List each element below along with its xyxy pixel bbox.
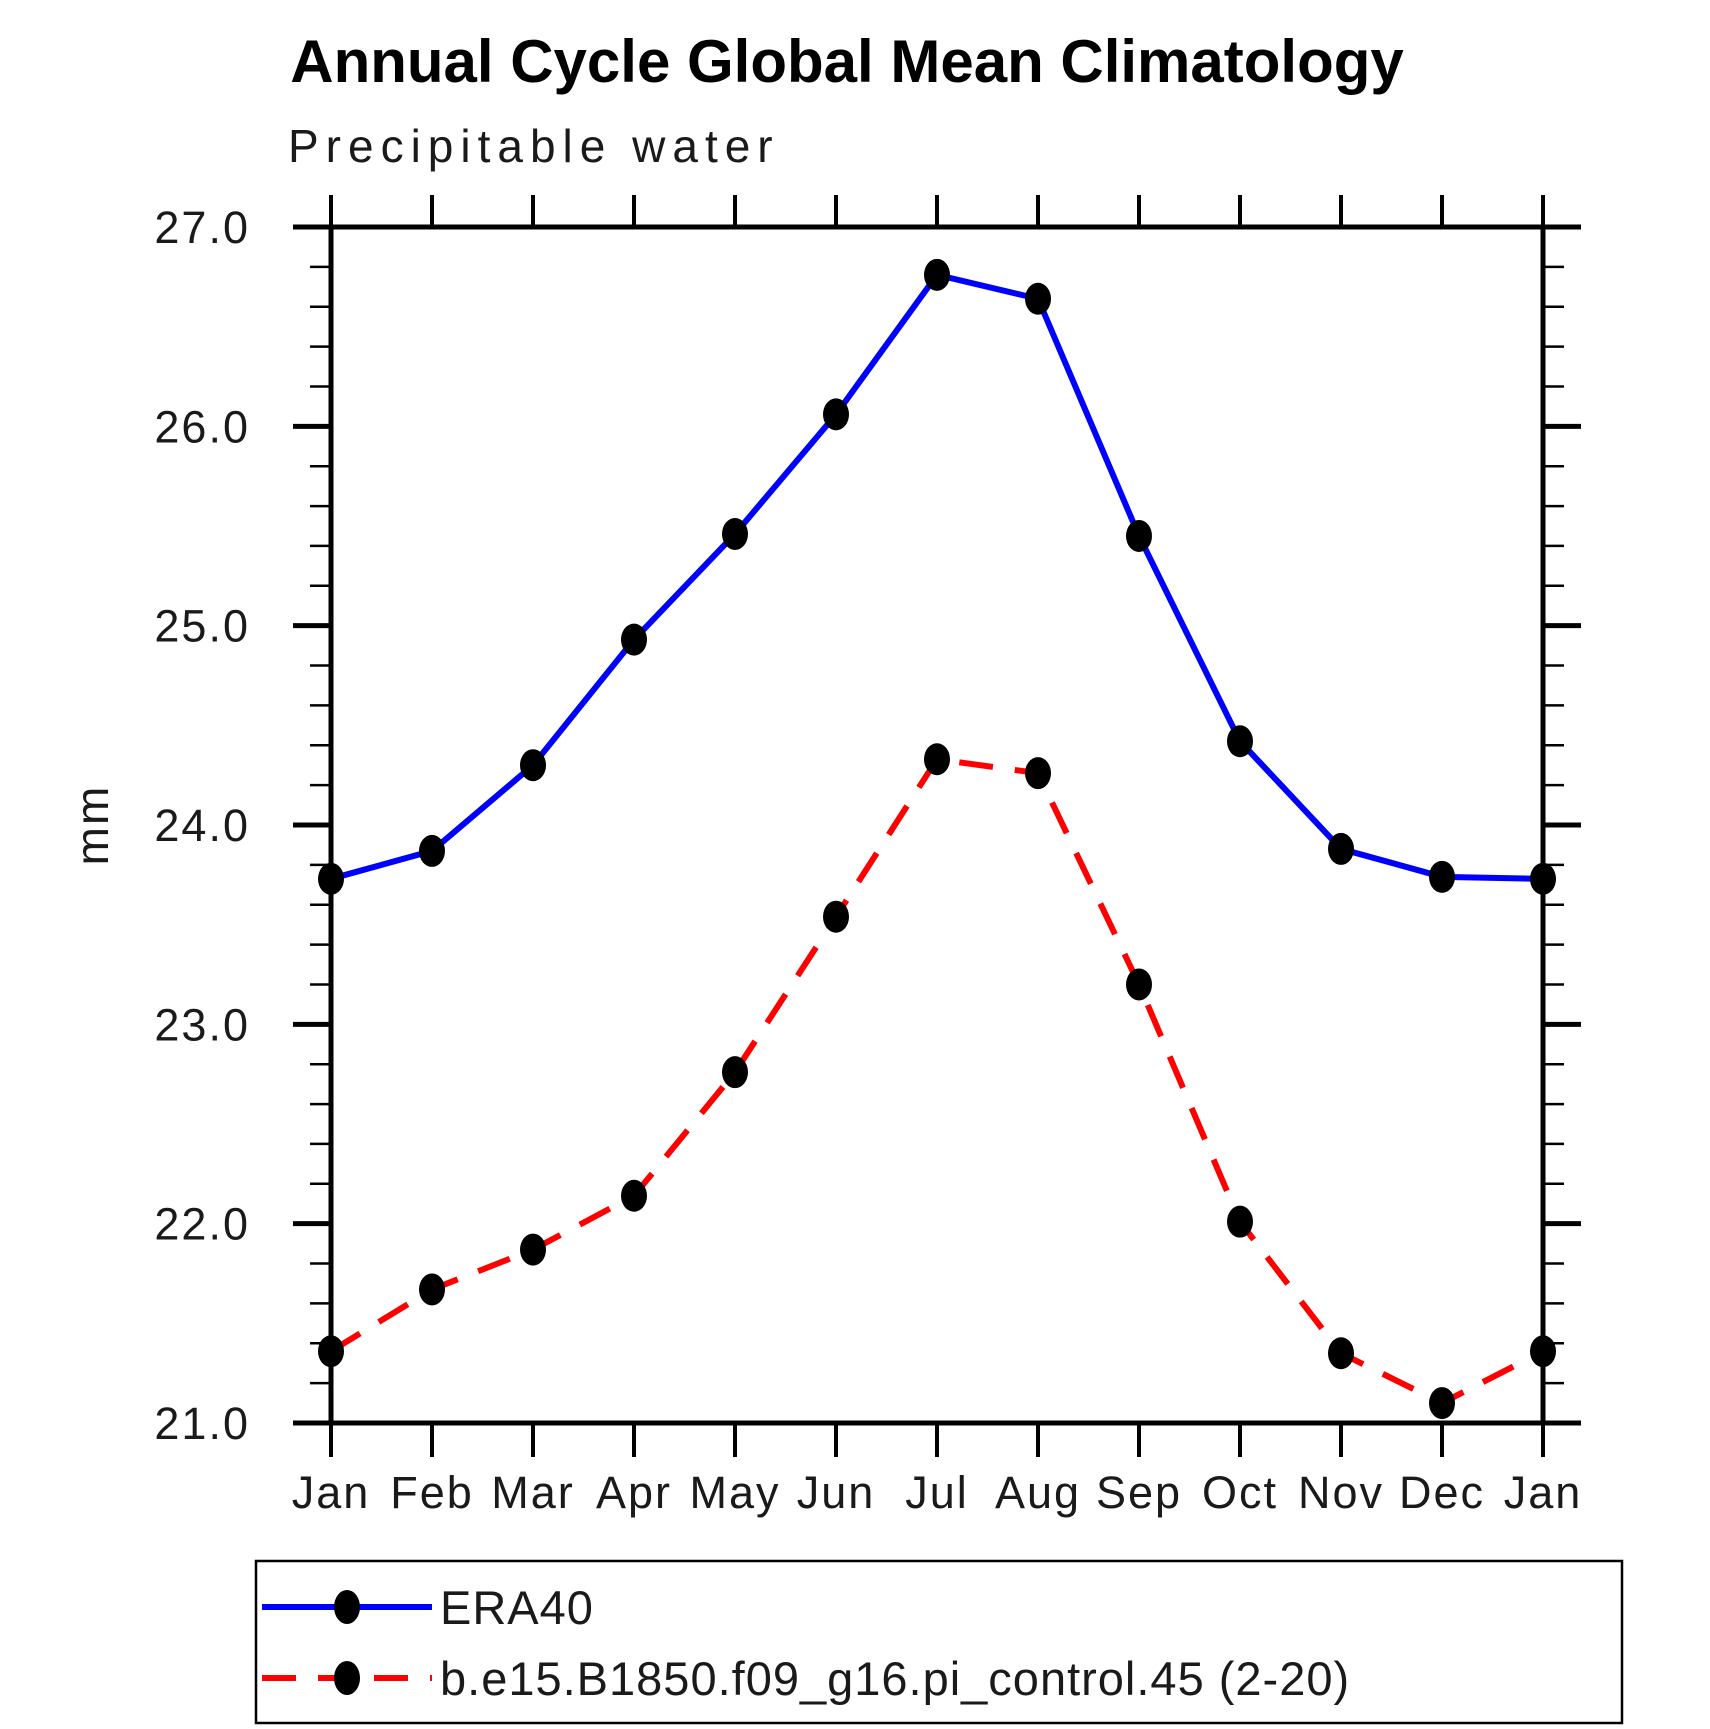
legend-label: ERA40 — [440, 1581, 594, 1634]
data-point-marker — [621, 1179, 647, 1212]
x-tick-labels: Jan Feb Mar Apr May Jun Jul Aug Sep Oct Nov Dec Jan — [292, 1467, 1583, 1518]
x-tick-label: Apr — [596, 1467, 672, 1518]
x-tick-label: Mar — [491, 1467, 575, 1518]
data-point-marker — [1328, 832, 1354, 865]
data-point-marker — [722, 517, 748, 550]
data-point-marker — [924, 743, 950, 776]
y-tick-label: 23.0 — [154, 999, 250, 1050]
x-tick-label: May — [689, 1467, 780, 1518]
x-tick-label: Jul — [905, 1467, 969, 1518]
axes — [293, 195, 1581, 1457]
x-tick-label: Nov — [1298, 1467, 1384, 1518]
data-point-marker — [419, 834, 445, 867]
data-point-marker — [419, 1273, 445, 1306]
data-point-marker — [1227, 725, 1253, 758]
chart-subtitle: Precipitable water — [288, 120, 780, 172]
chart-title: Annual Cycle Global Mean Climatology — [290, 28, 1404, 95]
series-layer — [318, 258, 1556, 1420]
data-point-marker — [1126, 519, 1152, 552]
data-point-marker — [318, 862, 344, 895]
legend-box — [254, 1559, 1624, 1725]
y-tick-label: 27.0 — [154, 202, 250, 253]
data-point-marker — [1025, 757, 1051, 790]
legend-marker — [334, 1661, 360, 1695]
x-tick-label: Feb — [390, 1467, 474, 1518]
x-tick-label: Oct — [1202, 1467, 1278, 1518]
data-point-marker — [722, 1056, 748, 1089]
y-axis-title: mm — [66, 785, 118, 866]
y-tick-label: 24.0 — [154, 800, 250, 851]
x-tick-label: Dec — [1399, 1467, 1485, 1518]
data-point-marker — [520, 1233, 546, 1266]
legend-label: b.e15.B1850.f09_g16.pi_control.45 (2-20) — [440, 1652, 1350, 1705]
data-point-marker — [1429, 1387, 1455, 1420]
x-tick-label: Aug — [995, 1467, 1081, 1518]
y-tick-label: 25.0 — [154, 601, 250, 652]
x-tick-label: Sep — [1096, 1467, 1182, 1518]
legend: ERA40 b.e15.B1850.f09_g16.pi_control.45 (… — [254, 1559, 1624, 1725]
data-point-marker — [1126, 968, 1152, 1001]
legend-marker — [334, 1590, 360, 1624]
data-point-marker — [1429, 860, 1455, 893]
data-point-marker — [520, 749, 546, 782]
data-point-marker — [823, 900, 849, 933]
y-tick-labels: 21.0 22.0 23.0 24.0 25.0 26.0 27.0 — [154, 202, 250, 1449]
data-point-marker — [621, 623, 647, 656]
x-tick-label: Jan — [1504, 1467, 1583, 1518]
data-point-marker — [823, 398, 849, 431]
series-line — [330, 271, 1544, 882]
data-point-marker — [1025, 282, 1051, 315]
y-tick-label: 21.0 — [154, 1398, 250, 1449]
x-tick-label: Jan — [292, 1467, 371, 1518]
data-point-marker — [1227, 1205, 1253, 1238]
data-point-marker — [924, 258, 950, 291]
data-point-marker — [318, 1335, 344, 1368]
data-point-marker — [1530, 1335, 1556, 1368]
data-point-marker — [1328, 1337, 1354, 1370]
plot-frame — [328, 224, 1546, 1426]
x-tick-label: Jun — [797, 1467, 876, 1518]
data-point-marker — [1530, 862, 1556, 895]
y-tick-label: 26.0 — [154, 401, 250, 452]
y-tick-label: 22.0 — [154, 1199, 250, 1250]
